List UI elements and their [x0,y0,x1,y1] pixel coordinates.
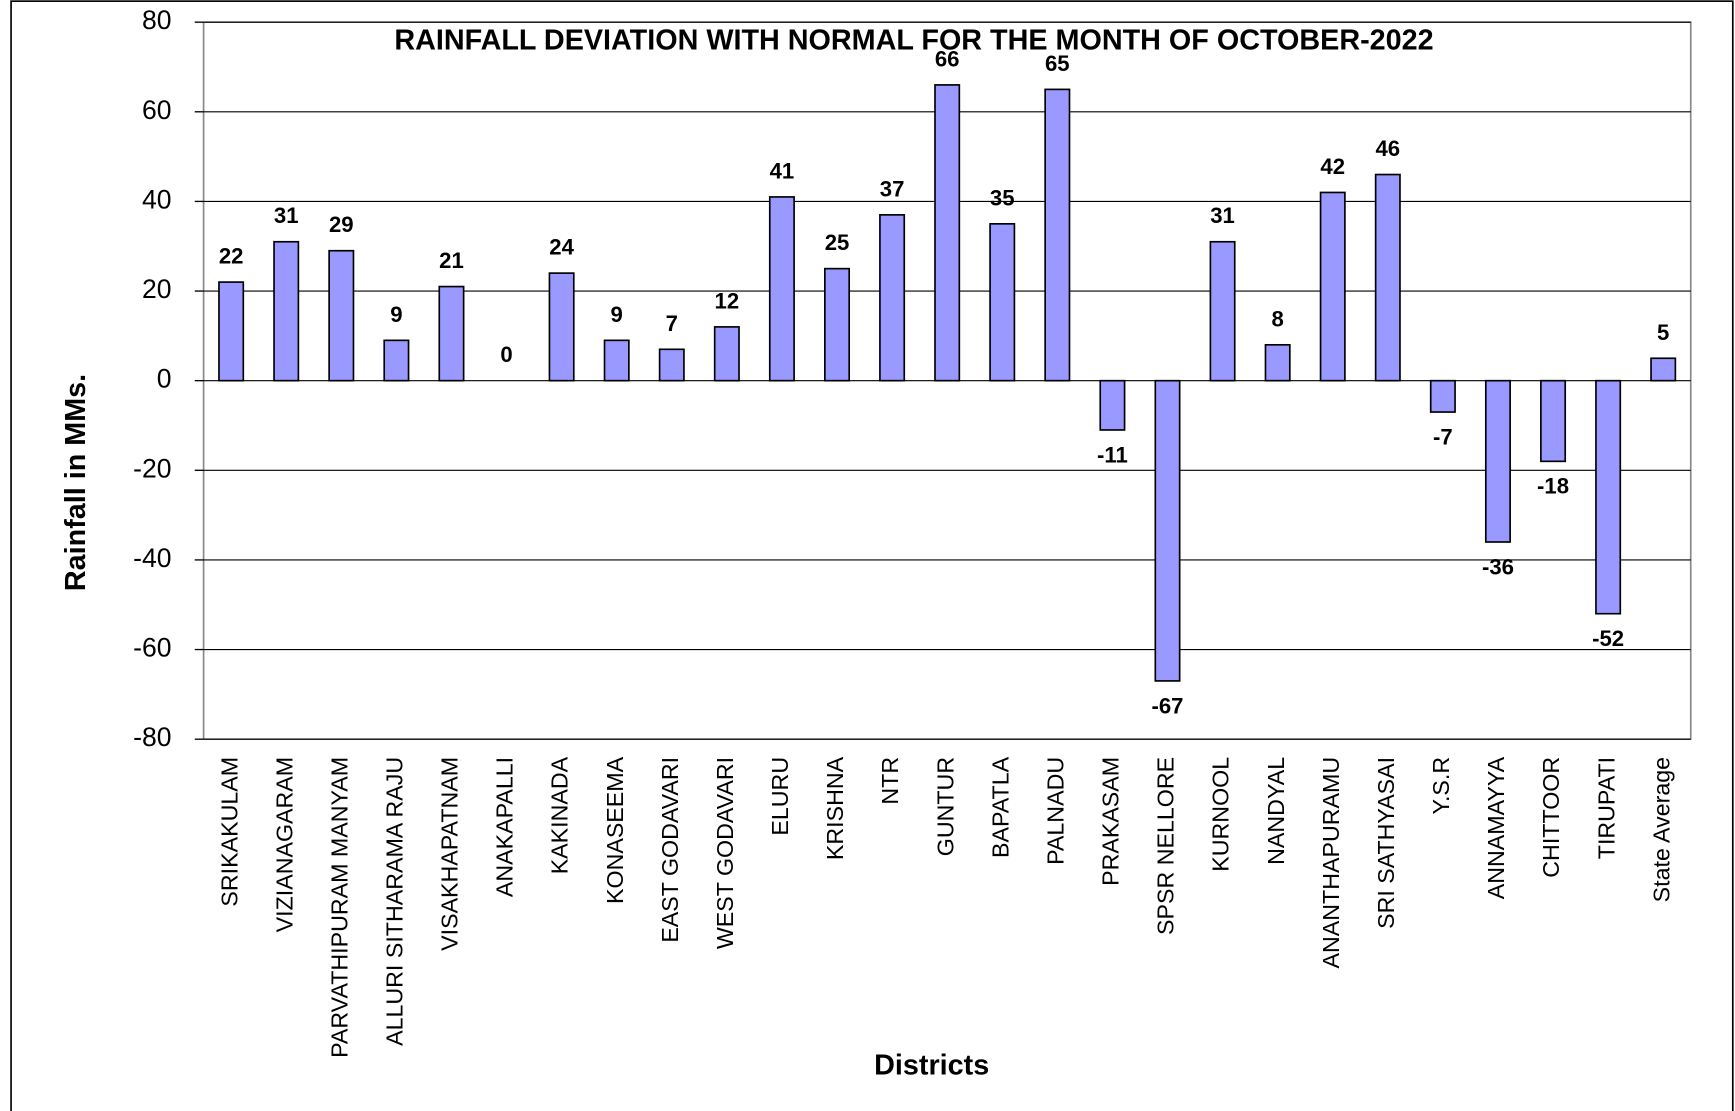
y-tick-label: 80 [142,5,172,35]
data-label: 22 [219,244,244,269]
y-tick-label: -40 [133,543,171,573]
bar [1044,88,1071,382]
data-label: 41 [770,158,795,183]
bar [1429,379,1456,413]
x-tick-label: KURNOOL [1208,757,1234,872]
x-tick-label: KRISHNA [822,756,848,860]
y-tick-label: 40 [142,184,172,214]
x-tick-label: ANNAMAYYA [1483,756,1509,899]
bar [1484,379,1511,543]
bar [1374,173,1401,382]
data-label: -52 [1592,626,1624,651]
bar [1154,379,1181,682]
data-label: 35 [990,185,1015,210]
data-label: 37 [880,176,905,201]
x-axis-title: Districts [874,1049,989,1081]
y-tick-label: -60 [133,633,171,663]
x-tick-label: KAKINADA [547,756,573,874]
bar [438,285,465,382]
bars: 22 31 29 9 21 0 24 9 7 12 41 25 37 66 35 65 -11 -67 31 8 42 4… [218,46,1677,718]
x-tick-label: BAPATLA [987,756,1013,858]
x-tick-label: GUNTUR [932,757,958,856]
y-tick-label: 20 [142,274,172,304]
bar [879,214,906,382]
x-tick-label: EAST GODAVARI [657,757,683,943]
y-axis-title: Rainfall in MMs. [60,374,92,591]
y-tick-label: 60 [142,95,172,125]
data-label: 5 [1657,320,1669,345]
bar [548,272,575,382]
x-tick-label: VISAKHAPATNAM [437,757,463,951]
data-label: 31 [274,203,299,228]
x-tick-label: SRI SATHYASAI [1373,757,1399,929]
data-label: 46 [1375,136,1400,161]
bar [328,249,355,382]
y-tick-label: -20 [133,453,171,483]
bar [1099,379,1126,431]
x-tick-label: PRAKASAM [1098,757,1124,886]
y-tick-label: -80 [133,722,171,752]
x-tick-label: ELURU [767,757,793,836]
bar [603,339,630,382]
x-tick-label: WEST GODAVARI [712,757,738,949]
data-label: 8 [1271,306,1283,331]
data-label: 7 [666,311,678,336]
data-label: 29 [329,212,354,237]
x-tick-label: State Average [1648,757,1674,902]
data-label: -7 [1433,424,1453,449]
x-tick-label: KONASEEMA [602,756,628,904]
x-tick-label: SPSR NELLORE [1153,757,1179,935]
x-tick-label: ALLURI SITHARAMA RAJU [382,757,408,1046]
bar [934,84,961,382]
data-label: 24 [549,235,574,260]
data-label: 9 [611,302,623,327]
data-label: 42 [1320,154,1345,179]
bar [218,281,245,382]
data-label: 65 [1045,51,1070,76]
x-tick-label: ANAKAPALLI [492,757,518,897]
x-tick-label: Y.S.R [1428,757,1454,815]
x-tick-label: TIRUPATI [1593,757,1619,859]
bar [1540,379,1567,463]
bar [824,267,851,382]
bar [768,196,795,382]
x-tick-label: VIZIANAGARAM [271,757,297,932]
data-label: 9 [390,302,402,327]
bar [1650,357,1677,382]
bar [273,240,300,382]
data-label: 0 [500,342,512,367]
chart-title: RAINFALL DEVIATION WITH NORMAL FOR THE M… [394,25,1433,57]
bar [1319,191,1346,382]
data-label: -18 [1537,474,1569,499]
bar [1209,240,1236,382]
data-label: -36 [1482,554,1514,579]
x-tick-label: NTR [877,757,903,805]
x-tick-label: CHITTOOR [1538,757,1564,878]
bar [1264,343,1291,382]
data-label: -11 [1097,442,1128,467]
x-tick-label: ANANTHAPURAMU [1318,757,1344,969]
frame [10,0,1734,1111]
bar [383,339,410,382]
data-label: 66 [935,46,960,71]
x-tick-label: PARVATHIPURAM MANYAM [326,757,352,1058]
bar [989,222,1016,382]
x-tick-label: SRIKAKULAM [216,757,242,907]
data-label: 31 [1210,203,1235,228]
data-label: 25 [825,230,850,255]
x-tick-label: PALNADU [1042,757,1068,865]
x-tick-label: NANDYAL [1263,757,1289,865]
data-label: -67 [1151,693,1183,718]
bar [1595,379,1622,615]
y-tick-label: 0 [157,364,172,394]
bar [658,348,685,382]
bar [713,326,740,382]
data-label: 21 [439,248,464,273]
data-label: 12 [715,288,740,313]
